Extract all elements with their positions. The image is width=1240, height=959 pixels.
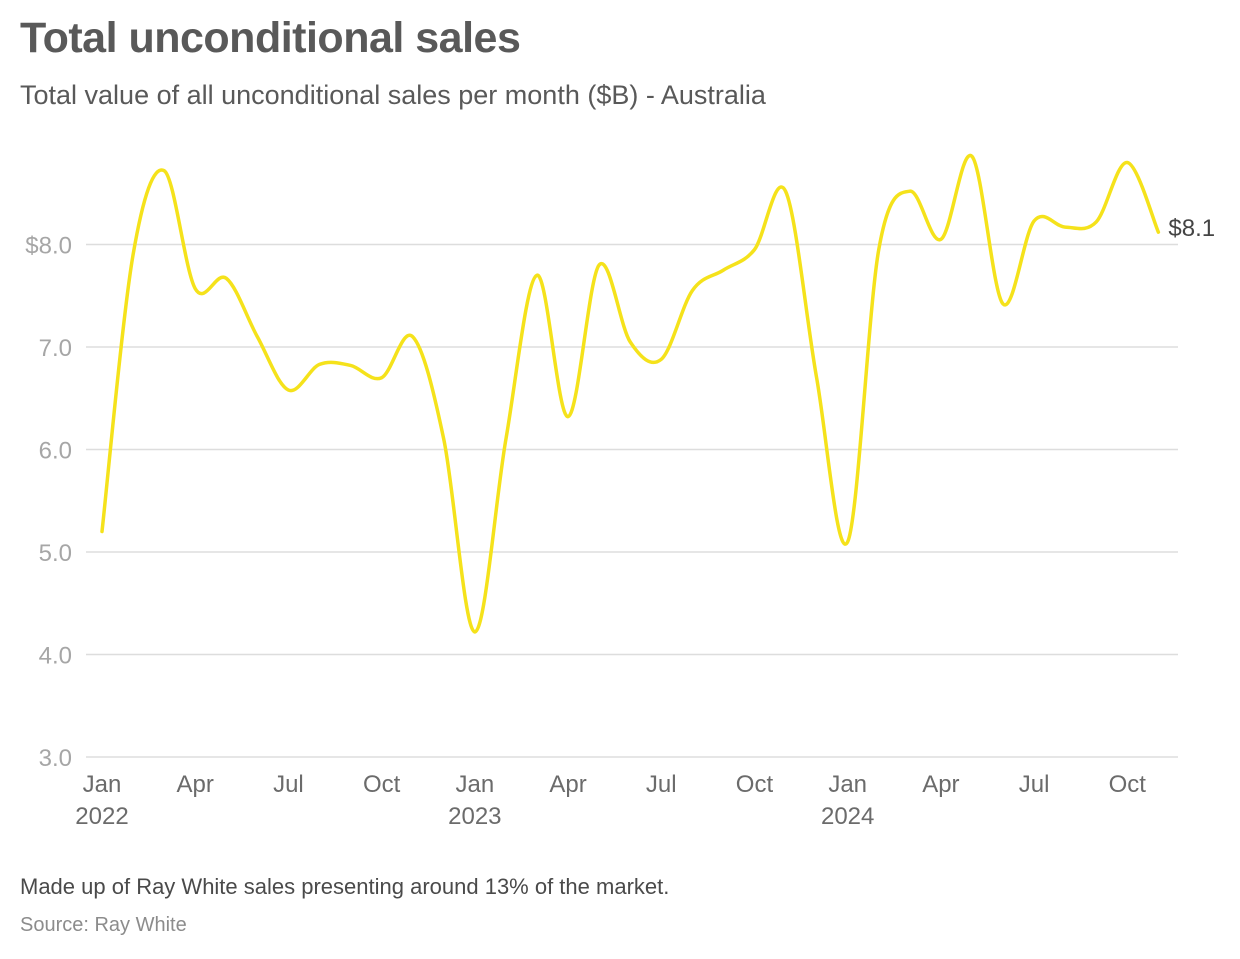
- y-tick-label: 5.0: [39, 540, 72, 567]
- x-tick-label: Jul: [1019, 771, 1050, 798]
- chart-subtitle: Total value of all unconditional sales p…: [20, 80, 766, 110]
- data-points: [100, 154, 1160, 634]
- chart-title: Total unconditional sales: [20, 14, 521, 62]
- x-tick-label: Oct: [363, 771, 401, 798]
- source-note: Source: Ray White: [20, 914, 187, 936]
- y-tick-label: 7.0: [39, 335, 72, 362]
- x-axis-ticks: Jan 2022 Apr Jul Oct Jan 2023 Apr Jul Oct Jan 2024 A…: [75, 771, 1146, 830]
- x-tick-label: Jan: [455, 771, 494, 798]
- x-tick-label: Oct: [1109, 771, 1147, 798]
- x-tick-label: Apr: [922, 771, 959, 798]
- x-tick-label: Jan: [828, 771, 867, 798]
- x-tick-label: Apr: [177, 771, 214, 798]
- y-tick-label: $8.0: [25, 233, 72, 260]
- y-tick-label: 6.0: [39, 438, 72, 465]
- x-tick-year-label: 2022: [75, 803, 128, 830]
- x-tick-label: Jul: [646, 771, 677, 798]
- x-tick-label: Oct: [736, 771, 774, 798]
- line-chart: 3.0 4.0 5.0 6.0 7.0 $8.0 Jan 2022 Apr Jul Oct Jan 2…: [25, 153, 1215, 830]
- x-tick-label: Jul: [273, 771, 304, 798]
- x-tick-year-label: 2024: [821, 803, 874, 830]
- x-tick-label: Apr: [549, 771, 586, 798]
- gridlines: [86, 243, 1178, 758]
- y-axis-ticks: 3.0 4.0 5.0 6.0 7.0 $8.0: [25, 233, 72, 773]
- x-tick-label: Jan: [83, 771, 122, 798]
- y-tick-label: 3.0: [39, 745, 72, 772]
- x-tick-year-label: 2023: [448, 803, 501, 830]
- end-value-label: $8.1: [1168, 215, 1215, 242]
- series-line: [100, 153, 1161, 634]
- footnote: Made up of Ray White sales presenting ar…: [20, 874, 670, 899]
- y-tick-label: 4.0: [39, 643, 72, 670]
